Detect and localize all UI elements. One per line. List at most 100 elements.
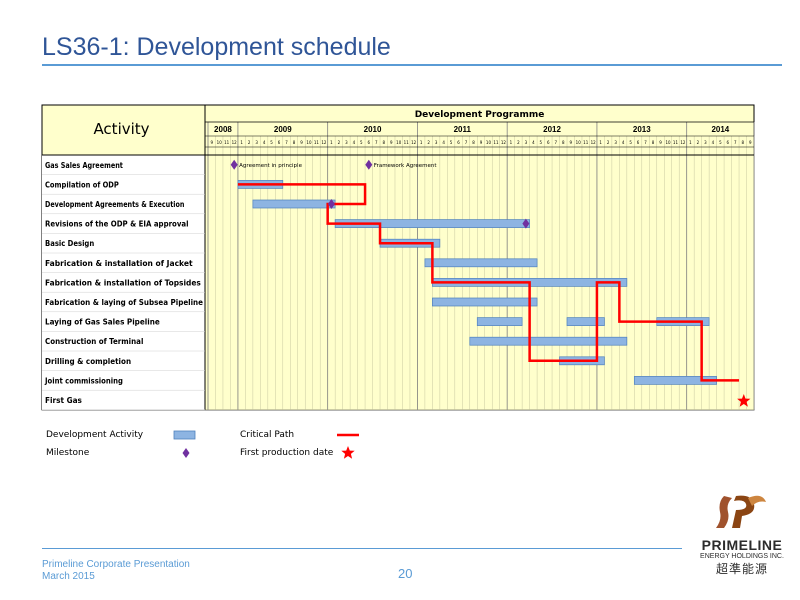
milestone-icon [365, 159, 373, 170]
month-label: 12 [321, 140, 327, 145]
month-label: 10 [486, 140, 492, 145]
footer-date: March 2015 [42, 571, 95, 582]
legend-critical-path: Critical Path [240, 430, 295, 440]
month-label: 6 [278, 140, 281, 145]
logo-chinese-name: 超準能源 [715, 562, 768, 576]
activity-bar [566, 317, 605, 326]
month-label: 7 [644, 140, 647, 145]
month-label: 9 [300, 140, 303, 145]
activity-bar [476, 317, 523, 326]
month-label: 4 [263, 140, 266, 145]
logo-emblem-icon [716, 495, 766, 528]
activity-label: First Gas [45, 396, 82, 405]
activity-label: Basic Design [45, 239, 94, 248]
month-label: 2 [248, 140, 251, 145]
legend-first-production: First production date [240, 448, 334, 458]
legend-development-activity: Development Activity [46, 430, 144, 440]
month-label: 1 [240, 140, 243, 145]
page-number: 20 [398, 566, 413, 581]
month-label: 9 [480, 140, 483, 145]
month-label: 12 [501, 140, 507, 145]
month-label: 6 [637, 140, 640, 145]
title-divider [42, 64, 782, 66]
month-label: 7 [734, 140, 737, 145]
month-label: 10 [396, 140, 402, 145]
activity-bar [432, 297, 538, 307]
logo-name: PRIMELINE [701, 537, 783, 553]
activity-label: Drilling & completion [45, 357, 131, 366]
month-label: 3 [614, 140, 617, 145]
legend-star-icon [341, 446, 355, 459]
gantt-chart: 2008 2009 2010 2011 2012 2013 2014 Development … [41, 104, 755, 411]
month-label: 1 [330, 140, 333, 145]
activity-label: Development Agreements & Execution [45, 200, 185, 209]
legend-milestone: Milestone [46, 448, 90, 458]
activity-label: Fabrication & installation of Topsides [45, 278, 201, 287]
month-label: 4 [712, 140, 715, 145]
month-label: 11 [404, 140, 410, 145]
milestone-label: Framework Agreement [374, 163, 438, 169]
year-label: 2010 [364, 125, 382, 134]
month-label: 3 [255, 140, 258, 145]
year-label: 2011 [454, 125, 472, 134]
year-label: 2008 [214, 125, 232, 134]
month-label: 3 [704, 140, 707, 145]
month-label: 6 [368, 140, 371, 145]
month-label: 1 [510, 140, 513, 145]
month-label: 12 [591, 140, 597, 145]
month-label: 1 [599, 140, 602, 145]
month-label: 5 [450, 140, 453, 145]
year-label: 2009 [274, 125, 292, 134]
month-label: 10 [306, 140, 312, 145]
footer-presentation: Primeline Corporate Presentation [42, 559, 190, 570]
year-label: 2012 [543, 125, 561, 134]
activity-label: Joint commissioning [44, 376, 123, 385]
activity-bar [469, 336, 628, 346]
year-label: 2013 [633, 125, 651, 134]
month-label: 1 [689, 140, 692, 145]
month-label: 2 [338, 140, 341, 145]
month-label: 2 [607, 140, 610, 145]
month-label: 11 [583, 140, 589, 145]
first-gas-star-icon [737, 394, 751, 407]
year-label: 2014 [711, 125, 729, 134]
month-label: 7 [465, 140, 468, 145]
month-label: 5 [719, 140, 722, 145]
month-label: 7 [555, 140, 558, 145]
month-label: 9 [390, 140, 393, 145]
month-label: 4 [442, 140, 445, 145]
month-label: 2 [517, 140, 520, 145]
activity-header: Activity [93, 120, 149, 138]
milestone-icon [327, 199, 335, 209]
month-label: 12 [411, 140, 417, 145]
month-label: 5 [629, 140, 632, 145]
month-label: 11 [673, 140, 679, 145]
footer-divider [42, 548, 682, 549]
activity-label: Construction of Terminal [45, 337, 143, 346]
month-label: 3 [435, 140, 438, 145]
month-label: 8 [742, 140, 745, 145]
activity-label: Compilation of ODP [45, 180, 119, 189]
activity-column-bg [42, 155, 205, 410]
month-label: 10 [576, 140, 582, 145]
month-label: 8 [472, 140, 475, 145]
page-title: LS36-1: Development schedule [42, 33, 391, 61]
month-label: 6 [457, 140, 460, 145]
month-label: 11 [493, 140, 499, 145]
month-label: 6 [547, 140, 550, 145]
activity-bar [424, 258, 538, 268]
month-label: 12 [680, 140, 686, 145]
legend-milestone-icon [182, 448, 190, 458]
milestone-icon [230, 159, 238, 170]
month-label: 4 [532, 140, 535, 145]
month-label: 11 [224, 140, 230, 145]
month-label: 5 [360, 140, 363, 145]
month-label: 7 [285, 140, 288, 145]
month-label: 3 [525, 140, 528, 145]
month-label: 4 [622, 140, 625, 145]
month-label: 9 [749, 140, 752, 145]
month-label: 7 [375, 140, 378, 145]
month-label: 12 [232, 140, 238, 145]
month-label: 8 [293, 140, 296, 145]
activity-label: Revisions of the ODP & EIA approval [45, 220, 188, 229]
